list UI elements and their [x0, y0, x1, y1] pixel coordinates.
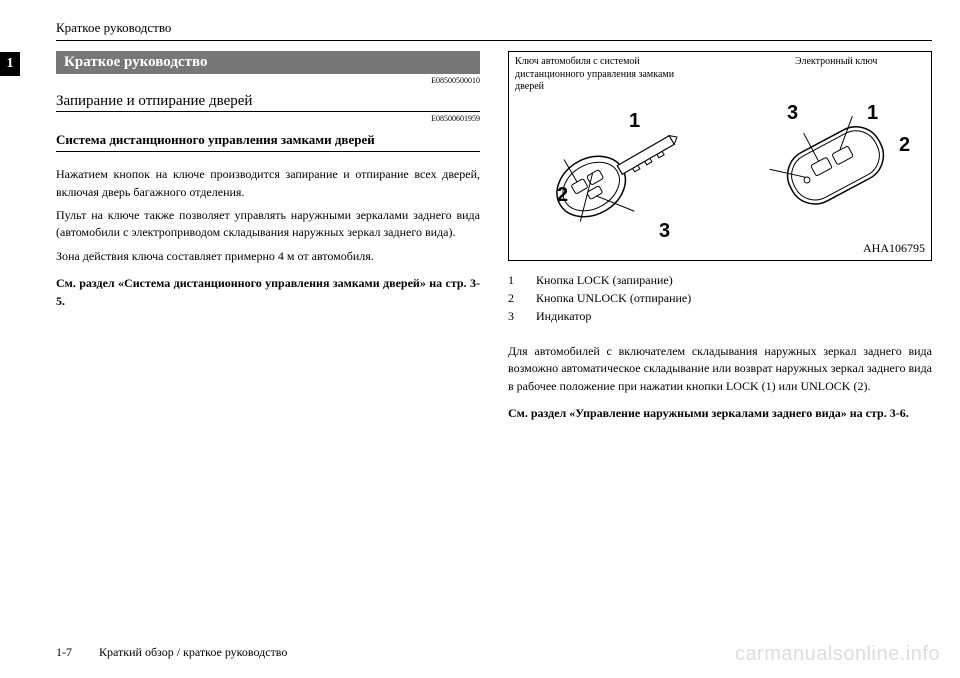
legend-item: 3 Индикатор	[508, 307, 932, 325]
legend-item: 2 Кнопка UNLOCK (отпирание)	[508, 289, 932, 307]
heading-level-3: Система дистанционного управления замкам…	[56, 131, 480, 149]
cross-reference: См. раздел «Управление наружными зеркала…	[508, 405, 932, 422]
heading-rule	[56, 111, 480, 112]
legend-text: Индикатор	[536, 307, 591, 325]
callout-number: 3	[787, 102, 798, 125]
paragraph: Пульт на ключе также позволяет управлять…	[56, 207, 480, 242]
legend: 1 Кнопка LOCK (запирание) 2 Кнопка UNLOC…	[508, 271, 932, 325]
legend-text: Кнопка LOCK (запирание)	[536, 271, 673, 289]
footer-title: Краткий обзор / краткое руководство	[99, 645, 287, 659]
figure-caption-right: Электронный ключ	[795, 56, 925, 69]
doc-code: E08500601959	[56, 114, 480, 123]
figure: Ключ автомобиля с системой дистанционног…	[508, 51, 932, 261]
paragraph: Зона действия ключа составляет примерно …	[56, 248, 480, 265]
page-footer: 1-7 Краткий обзор / краткое руководство	[56, 645, 287, 660]
doc-code: E08500500010	[56, 76, 480, 85]
watermark: carmanualsonline.info	[735, 643, 940, 666]
chapter-number-tab: 1	[0, 52, 20, 76]
legend-number: 3	[508, 307, 536, 325]
callout-number: 2	[899, 134, 910, 157]
legend-item: 1 Кнопка LOCK (запирание)	[508, 271, 932, 289]
heading-level-2: Запирание и отпирание дверей	[56, 93, 480, 110]
callout-number: 1	[867, 102, 878, 125]
callout-number: 3	[659, 220, 670, 243]
heading-rule	[56, 151, 480, 152]
paragraph: Нажатием кнопок на ключе производится за…	[56, 166, 480, 201]
legend-text: Кнопка UNLOCK (отпирание)	[536, 289, 691, 307]
callout-number: 1	[629, 110, 640, 133]
callout-number: 2	[557, 184, 568, 207]
legend-number: 1	[508, 271, 536, 289]
figure-caption-left: Ключ автомобиля с системой дистанционног…	[515, 56, 675, 94]
section-title-bar: Краткое руководство	[56, 51, 480, 74]
header-rule	[56, 40, 932, 41]
left-column: Краткое руководство E08500500010 Запиран…	[56, 51, 480, 429]
paragraph: Для автомобилей с включателем складывани…	[508, 343, 932, 395]
figure-id: AHA106795	[863, 241, 925, 256]
legend-number: 2	[508, 289, 536, 307]
flip-key-illustration	[539, 112, 719, 252]
page-number: 1-7	[56, 645, 72, 659]
running-header: Краткое руководство	[56, 20, 932, 36]
right-column: Ключ автомобиля с системой дистанционног…	[508, 51, 932, 429]
electronic-key-illustration	[759, 107, 919, 237]
cross-reference: См. раздел «Система дистанционного управ…	[56, 275, 480, 310]
